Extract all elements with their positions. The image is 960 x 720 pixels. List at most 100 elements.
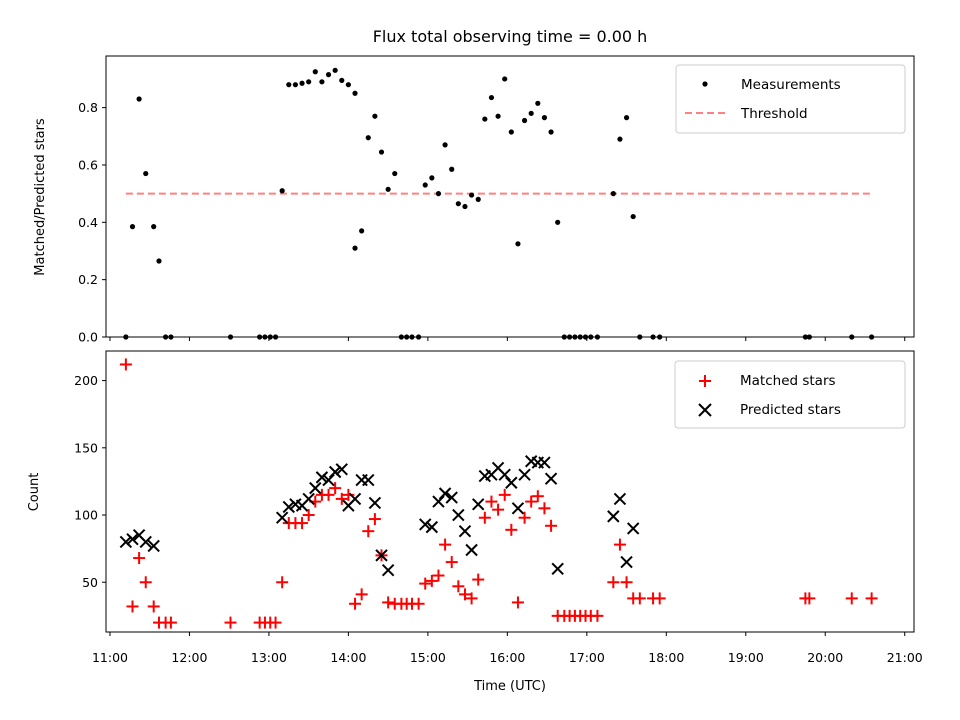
predicted-star-point	[445, 491, 458, 504]
matched-star-point	[164, 616, 177, 629]
measurement-point	[385, 186, 391, 192]
predicted-star-point	[607, 510, 620, 523]
matched-star-point	[518, 511, 531, 524]
matched-star-point	[133, 552, 146, 565]
matched-star-point	[865, 592, 878, 605]
measurement-point	[475, 196, 481, 202]
predicted-star-point	[322, 473, 335, 487]
measurement-point	[482, 116, 488, 122]
matched-star-point	[492, 503, 505, 516]
bottom-legend: Matched stars Predicted stars	[674, 360, 906, 429]
measurement-point	[495, 113, 501, 119]
top-plot-frame	[105, 55, 915, 338]
measurement-point	[312, 69, 318, 75]
x-tick-label: 12:00	[171, 650, 207, 665]
bottom-x-ticks: 11:00 12:00 13:00 14:00 15:00 16:00 17:00 18:00…	[92, 632, 923, 665]
matched-star-point	[335, 492, 348, 505]
predicted-star-point	[119, 535, 133, 549]
x-tick-label: 19:00	[728, 650, 764, 665]
matched-star-point	[419, 577, 432, 590]
measurement-point	[535, 100, 541, 106]
measurement-point	[129, 224, 136, 230]
top-y-axis-label: Matched/Predicted stars	[33, 118, 48, 276]
predicted-star-point	[465, 543, 478, 557]
measurement-point	[279, 188, 285, 194]
predicted-star-point	[458, 524, 472, 538]
measurement-point	[623, 115, 630, 121]
matched-star-point	[445, 556, 458, 569]
matched-star-point	[425, 574, 438, 587]
predicted-star-point	[419, 518, 432, 531]
measurement-point	[143, 170, 149, 177]
chart-title: Flux total observing time = 0.00 h	[373, 27, 648, 46]
top-panel: 0.00.20.40.60.8 Matched/Predicted stars …	[33, 55, 915, 345]
matched-star-point	[613, 538, 626, 551]
predicted-star-point	[282, 500, 296, 514]
legend-measurements-marker	[702, 81, 708, 87]
measurement-point	[286, 82, 292, 88]
top-y-ticks: 0.0 0.2 0.4 0.6 0.8	[78, 100, 106, 345]
measurement-point	[515, 241, 521, 247]
matched-star-point	[458, 588, 471, 601]
matched-star-point	[276, 576, 289, 589]
x-tick-label: 11:00	[92, 650, 128, 665]
measurement-point	[332, 67, 338, 73]
measurement-point	[345, 82, 351, 88]
matched-star-point	[355, 588, 368, 601]
top-legend: Measurements Threshold	[675, 64, 906, 134]
measurement-point	[372, 113, 378, 119]
matched-star-point	[591, 609, 604, 622]
measurement-point	[449, 166, 455, 172]
measurement-point	[352, 245, 358, 251]
legend-matched-label: Matched stars	[740, 373, 836, 389]
predicted-star-point	[126, 533, 139, 546]
measurement-point	[455, 201, 461, 207]
predicted-star-point	[362, 473, 375, 487]
matched-star-point	[505, 523, 518, 536]
bottom-y-ticks: 50 100 150 200	[74, 373, 106, 590]
matched-star-points	[119, 358, 878, 629]
matched-star-point	[620, 576, 633, 589]
predicted-star-point	[381, 563, 395, 577]
matched-star-point	[511, 596, 524, 609]
matched-star-point	[139, 576, 152, 589]
y-tick-label: 0.6	[78, 157, 98, 172]
matched-star-point	[368, 513, 381, 526]
predicted-star-point	[275, 511, 289, 524]
predicted-star-point	[309, 481, 322, 495]
predicted-star-point	[348, 492, 362, 506]
x-tick-label: 15:00	[410, 650, 446, 665]
predicted-star-point	[511, 502, 525, 515]
matched-star-point	[302, 509, 315, 522]
bottom-legend-box	[674, 360, 906, 429]
predicted-star-point	[425, 520, 439, 534]
x-tick-label: 17:00	[569, 650, 605, 665]
measurement-point	[422, 182, 428, 188]
x-tick-label: 18:00	[648, 650, 684, 665]
y-tick-label: 0.2	[78, 272, 98, 287]
matched-star-point	[803, 592, 816, 605]
bottom-plot-frame	[105, 350, 915, 633]
measurement-point	[352, 90, 358, 96]
predicted-star-point	[147, 539, 160, 553]
measurement-point	[555, 219, 561, 225]
measurement-point	[156, 258, 162, 264]
matched-star-point	[382, 596, 395, 609]
predicted-star-point	[315, 471, 329, 484]
y-tick-label: 0.0	[78, 330, 98, 345]
measurement-point	[442, 142, 448, 148]
measurement-points	[123, 67, 875, 340]
legend-threshold-label: Threshold	[740, 106, 808, 122]
matched-star-point	[224, 616, 237, 629]
y-tick-label: 0.4	[78, 215, 98, 230]
predicted-star-point	[472, 498, 485, 511]
x-tick-label: 21:00	[887, 650, 923, 665]
predicted-star-points	[119, 455, 640, 577]
matched-star-point	[432, 569, 445, 582]
measurement-point	[488, 94, 495, 101]
predicted-star-point	[335, 463, 348, 476]
predicted-star-point	[613, 492, 627, 506]
measurement-point	[462, 203, 468, 210]
predicted-star-point	[438, 487, 452, 500]
matched-star-point	[498, 488, 511, 501]
